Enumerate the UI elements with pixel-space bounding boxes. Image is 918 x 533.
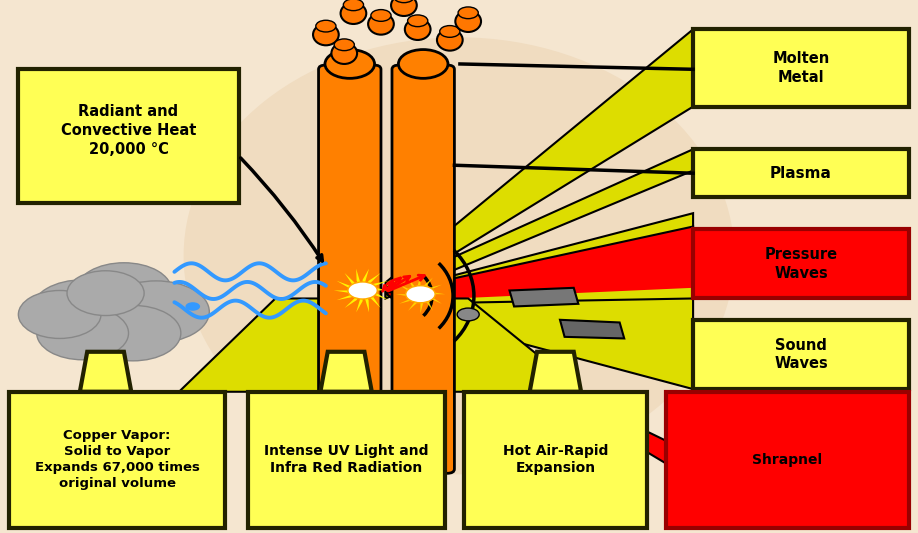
Ellipse shape	[313, 24, 339, 45]
Circle shape	[458, 7, 478, 19]
Polygon shape	[320, 352, 372, 392]
Circle shape	[76, 263, 172, 318]
Polygon shape	[420, 285, 442, 294]
Text: Pressure
Waves: Pressure Waves	[765, 247, 837, 281]
Ellipse shape	[368, 13, 394, 35]
Polygon shape	[337, 281, 363, 290]
Polygon shape	[386, 213, 693, 304]
Circle shape	[325, 50, 375, 78]
Polygon shape	[363, 273, 381, 290]
Circle shape	[343, 0, 364, 11]
FancyBboxPatch shape	[693, 149, 909, 197]
FancyBboxPatch shape	[9, 392, 225, 528]
Polygon shape	[337, 290, 363, 300]
Circle shape	[185, 302, 200, 311]
Polygon shape	[386, 227, 693, 306]
Polygon shape	[396, 294, 420, 296]
Ellipse shape	[455, 11, 481, 32]
Polygon shape	[363, 281, 388, 290]
Text: Intense UV Light and
Infra Red Radiation: Intense UV Light and Infra Red Radiation	[264, 444, 429, 475]
Polygon shape	[395, 288, 693, 306]
Polygon shape	[356, 290, 363, 312]
Polygon shape	[386, 149, 693, 298]
Ellipse shape	[184, 37, 734, 474]
Polygon shape	[408, 294, 420, 311]
Circle shape	[334, 39, 354, 51]
Text: Radiant and
Convective Heat
20,000 °C: Radiant and Convective Heat 20,000 °C	[61, 104, 196, 157]
Text: Hot Air-Rapid
Expansion: Hot Air-Rapid Expansion	[503, 444, 608, 475]
Polygon shape	[418, 275, 420, 294]
FancyBboxPatch shape	[392, 65, 454, 473]
Circle shape	[103, 281, 209, 343]
Polygon shape	[363, 290, 369, 312]
Polygon shape	[356, 269, 363, 290]
Polygon shape	[334, 290, 363, 293]
Polygon shape	[420, 292, 445, 294]
FancyBboxPatch shape	[319, 65, 381, 473]
Polygon shape	[363, 290, 388, 300]
Circle shape	[85, 305, 181, 361]
Polygon shape	[344, 273, 363, 290]
FancyBboxPatch shape	[464, 392, 647, 528]
Polygon shape	[363, 288, 391, 290]
Text: Sound
Waves: Sound Waves	[774, 337, 828, 372]
Ellipse shape	[437, 29, 463, 51]
FancyBboxPatch shape	[248, 392, 445, 528]
Text: Shrapnel: Shrapnel	[752, 453, 823, 467]
Polygon shape	[80, 352, 131, 392]
Polygon shape	[420, 294, 442, 304]
FancyBboxPatch shape	[693, 229, 909, 298]
Polygon shape	[399, 294, 420, 304]
Ellipse shape	[405, 19, 431, 40]
Text: Molten
Metal: Molten Metal	[772, 51, 830, 85]
Circle shape	[408, 15, 428, 27]
Polygon shape	[386, 29, 693, 296]
Polygon shape	[709, 352, 760, 392]
Polygon shape	[363, 269, 369, 290]
Circle shape	[394, 0, 414, 3]
Polygon shape	[560, 320, 624, 338]
Polygon shape	[404, 306, 757, 485]
Ellipse shape	[391, 0, 417, 16]
Polygon shape	[344, 290, 363, 308]
Circle shape	[371, 10, 391, 21]
Circle shape	[32, 280, 133, 338]
Circle shape	[18, 290, 101, 338]
Polygon shape	[363, 290, 381, 308]
Circle shape	[406, 286, 435, 303]
Text: Plasma: Plasma	[770, 166, 832, 181]
Ellipse shape	[341, 3, 366, 24]
Polygon shape	[530, 352, 581, 392]
FancyBboxPatch shape	[18, 69, 239, 203]
FancyBboxPatch shape	[693, 29, 909, 107]
Polygon shape	[509, 288, 578, 306]
Circle shape	[37, 306, 129, 360]
Circle shape	[316, 20, 336, 32]
Polygon shape	[420, 294, 433, 311]
Polygon shape	[420, 294, 423, 313]
Circle shape	[440, 26, 460, 37]
Polygon shape	[413, 298, 583, 392]
Polygon shape	[399, 285, 420, 294]
Circle shape	[348, 282, 377, 299]
Circle shape	[67, 271, 144, 316]
Circle shape	[398, 50, 448, 78]
Text: Copper Vapor:
Solid to Vapor
Expands 67,000 times
original volume: Copper Vapor: Solid to Vapor Expands 67,…	[35, 429, 199, 490]
Polygon shape	[179, 298, 349, 392]
FancyBboxPatch shape	[693, 320, 909, 389]
Polygon shape	[399, 298, 693, 389]
Ellipse shape	[331, 43, 357, 64]
FancyBboxPatch shape	[666, 392, 909, 528]
Polygon shape	[420, 278, 433, 294]
Polygon shape	[408, 278, 420, 294]
Circle shape	[457, 308, 479, 321]
